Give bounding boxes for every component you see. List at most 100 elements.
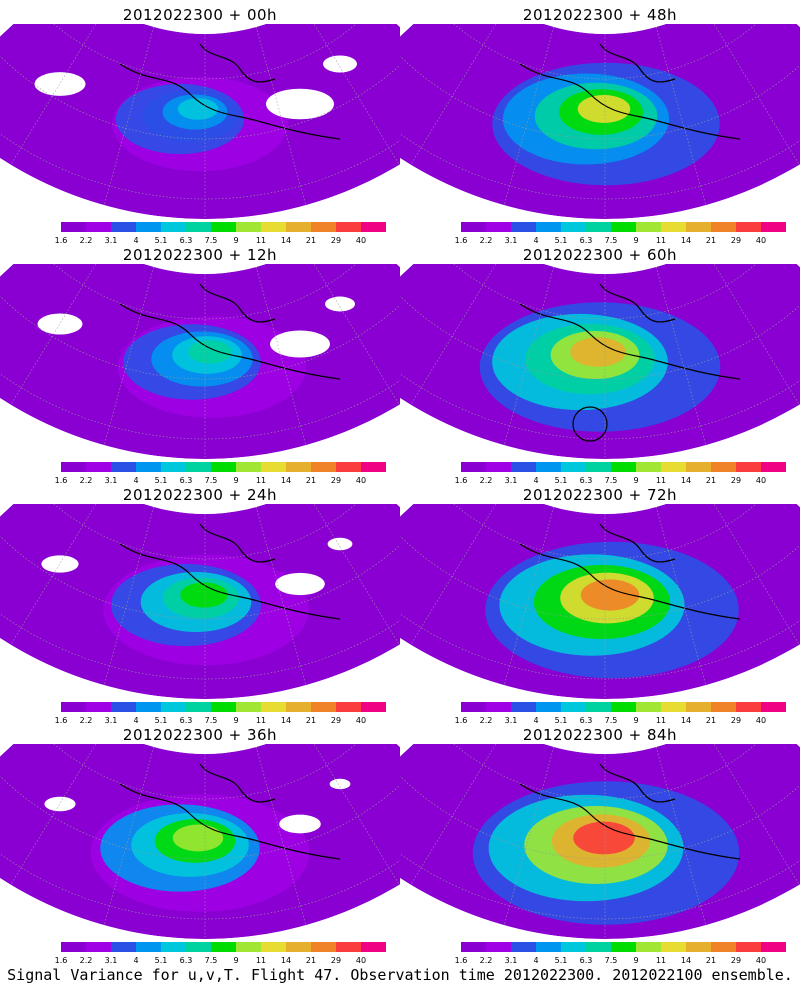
- colorbar-tick-label: 14: [680, 236, 692, 245]
- colorbar-tick-label: 3.1: [104, 476, 118, 485]
- colorbar-swatch: [661, 702, 686, 712]
- colorbar-swatch: [161, 222, 186, 232]
- colorbar-tick-label: 9: [633, 716, 639, 725]
- colorbar-tick-label: 29: [730, 236, 742, 245]
- variance-map: [0, 264, 400, 459]
- variance-map: [400, 744, 800, 939]
- colorbar-swatch: [286, 222, 311, 232]
- colorbar-tick-label: 7.5: [204, 236, 218, 245]
- colorbar-tick-label: 29: [730, 476, 742, 485]
- colorbar-swatch: [461, 702, 486, 712]
- colorbar: [461, 222, 786, 232]
- colorbar-tick-label: 3.1: [504, 956, 518, 965]
- colorbar-swatch: [111, 462, 136, 472]
- latitude-line: [400, 264, 800, 320]
- colorbar-swatch: [761, 462, 786, 472]
- colorbar-tick-label: 1.6: [454, 236, 468, 245]
- colorbar-tick-label: 5.1: [554, 476, 568, 485]
- colorbar-tick-label: 5.1: [554, 716, 568, 725]
- colorbar-tick-label: 4: [533, 476, 539, 485]
- colorbar-tick-label: 14: [680, 956, 692, 965]
- colorbar-tick-label: 5.1: [554, 956, 568, 965]
- colorbar-swatch: [61, 462, 86, 472]
- panel-title: 2012022300 + 24h: [122, 486, 278, 504]
- low-variance-area: [329, 778, 351, 790]
- colorbar-swatch: [211, 702, 236, 712]
- colorbar-tick-label: 6.3: [179, 236, 193, 245]
- colorbar-tick-label: 5.1: [154, 236, 168, 245]
- colorbar-ticks: 1.6 2.2 3.1 4 5.1 6.3 7.5 9 11 14 21 29 40: [49, 236, 369, 246]
- colorbar: [61, 702, 386, 712]
- low-variance-area: [266, 88, 334, 120]
- coastline: [519, 43, 741, 140]
- colorbar-swatch: [186, 942, 211, 952]
- colorbar-tick-label: 5.1: [154, 716, 168, 725]
- longitude-line: [303, 504, 400, 645]
- colorbar-swatch: [211, 222, 236, 232]
- colorbar-tick-label: 7.5: [204, 716, 218, 725]
- colorbar-tick-label: 2.2: [479, 476, 493, 485]
- colorbar-swatch: [236, 462, 261, 472]
- colorbar-swatch: [736, 942, 761, 952]
- longitude-line: [703, 504, 800, 645]
- colorbar-tick-label: 21: [305, 476, 317, 485]
- colorbar-tick-label: 40: [755, 236, 767, 245]
- coastline: [119, 43, 341, 140]
- panel-title: 2012022300 + 84h: [522, 726, 678, 744]
- colorbar-tick-label: 21: [705, 716, 717, 725]
- colorbar-tick-label: 29: [330, 716, 342, 725]
- colorbar-swatch: [311, 462, 336, 472]
- colorbar-swatch: [261, 222, 286, 232]
- colorbar-swatch: [311, 942, 336, 952]
- colorbar-swatch: [236, 222, 261, 232]
- colorbar-tick-label: 2.2: [479, 716, 493, 725]
- colorbar-tick-label: 29: [330, 236, 342, 245]
- colorbar-swatch: [336, 462, 361, 472]
- panel-title: 2012022300 + 12h: [122, 246, 278, 264]
- low-variance-area: [37, 313, 83, 335]
- colorbar-tick-label: 3.1: [104, 236, 118, 245]
- colorbar-tick-label: 40: [755, 476, 767, 485]
- colorbar-tick-label: 11: [655, 236, 667, 245]
- colorbar-swatch: [736, 462, 761, 472]
- colorbar-tick-label: 21: [305, 956, 317, 965]
- colorbar-tick-label: 9: [233, 956, 239, 965]
- low-variance-area: [325, 296, 355, 312]
- panel-title: 2012022300 + 72h: [522, 486, 678, 504]
- colorbar-tick-label: 2.2: [79, 716, 93, 725]
- longitude-line: [410, 504, 507, 645]
- colorbar-tick-label: 40: [355, 716, 367, 725]
- map-panel: 2012022300 + 36h 1.6 2.2 3.1 4 5.1 6.3 7.5 9 11 14…: [0, 720, 400, 965]
- colorbar-swatch: [561, 702, 586, 712]
- colorbar-swatch: [711, 702, 736, 712]
- longitude-line: [255, 26, 307, 206]
- colorbar-tick-label: 40: [355, 956, 367, 965]
- colorbar-tick-label: 29: [330, 956, 342, 965]
- colorbar-tick-label: 7.5: [204, 476, 218, 485]
- colorbar-tick-label: 14: [280, 716, 292, 725]
- colorbar-tick-label: 2.2: [79, 956, 93, 965]
- colorbar-tick-label: 9: [233, 236, 239, 245]
- colorbar-swatch: [486, 702, 511, 712]
- colorbar-swatch: [511, 942, 536, 952]
- colorbar-tick-label: 1.6: [54, 476, 68, 485]
- colorbar-swatch: [636, 222, 661, 232]
- colorbar-tick-label: 4: [133, 236, 139, 245]
- colorbar-tick-label: 1.6: [54, 716, 68, 725]
- colorbar-tick-label: 4: [533, 716, 539, 725]
- colorbar-swatch: [511, 222, 536, 232]
- colorbar-tick-label: 7.5: [204, 956, 218, 965]
- variance-map: [400, 264, 800, 459]
- colorbar-swatch: [86, 462, 111, 472]
- colorbar-tick-label: 9: [233, 476, 239, 485]
- colorbar-tick-label: 9: [633, 476, 639, 485]
- colorbar-swatch: [461, 942, 486, 952]
- colorbar-tick-label: 21: [305, 716, 317, 725]
- colorbar-swatch: [711, 942, 736, 952]
- panel-title: 2012022300 + 00h: [122, 6, 278, 24]
- colorbar-ticks: 1.6 2.2 3.1 4 5.1 6.3 7.5 9 11 14 21 29 40: [449, 716, 769, 726]
- colorbar-swatch: [761, 942, 786, 952]
- colorbar-tick-label: 4: [133, 956, 139, 965]
- colorbar-tick-label: 11: [655, 956, 667, 965]
- colorbar-tick-label: 1.6: [454, 956, 468, 965]
